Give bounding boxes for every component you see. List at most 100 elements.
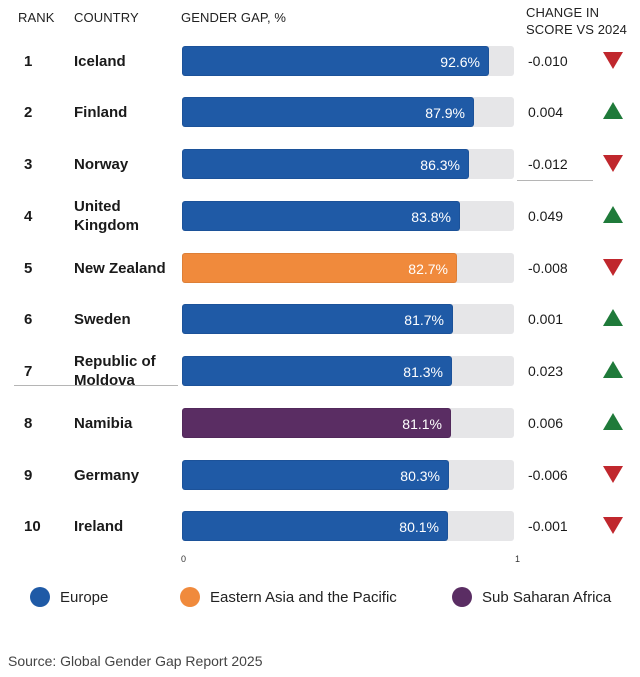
change-value: -0.008 xyxy=(528,260,568,276)
legend-swatch-sub-saharan-africa xyxy=(452,587,472,607)
bar: 83.8% xyxy=(182,201,460,231)
bar-track: 87.9% xyxy=(182,97,514,127)
header-change-line2: SCORE VS 2024 xyxy=(526,22,628,37)
table-row: 6 Sweden 81.7% 0.001 xyxy=(0,293,640,345)
table-row: 1 Iceland 92.6% -0.010 xyxy=(0,35,640,87)
header-rank: RANK xyxy=(18,10,55,25)
country-label: Finland xyxy=(74,103,128,121)
change-value: 0.049 xyxy=(528,208,564,224)
legend-label-sub-saharan-africa: Sub Saharan Africa xyxy=(482,588,612,606)
bar-value-label: 81.1% xyxy=(402,416,442,432)
source-text: Global Gender Gap Report 2025 xyxy=(56,653,263,669)
bar-value-label: 80.3% xyxy=(400,468,440,484)
change-value: 0.006 xyxy=(528,415,564,431)
country-label: Iceland xyxy=(74,52,126,70)
triangle-down-icon xyxy=(603,466,623,483)
bar-value-label: 82.7% xyxy=(408,261,448,277)
table-row: 2 Finland 87.9% 0.004 xyxy=(0,86,640,138)
x-tick-1: 1 xyxy=(515,554,521,564)
bar-track: 80.3% xyxy=(182,460,514,490)
bar-value-label: 86.3% xyxy=(420,157,460,173)
change-value: -0.012 xyxy=(528,156,568,172)
legend-eastern-asia: Eastern Asia and the Pacific xyxy=(180,587,397,607)
country-label: Republic of Moldova xyxy=(74,353,156,389)
bar-value-label: 87.9% xyxy=(425,105,465,121)
country-label: Germany xyxy=(74,466,140,484)
bar-track: 80.1% xyxy=(182,511,514,541)
bar: 87.9% xyxy=(182,97,474,127)
bar: 92.6% xyxy=(182,46,489,76)
bar: 80.1% xyxy=(182,511,448,541)
change-value: -0.001 xyxy=(528,518,568,534)
rank-label: 10 xyxy=(24,517,41,535)
triangle-down-icon xyxy=(603,155,623,172)
table-row: 10 Ireland 80.1% -0.001 xyxy=(0,500,640,552)
rank-label: 7 xyxy=(24,362,33,380)
rank-label: 2 xyxy=(24,103,33,121)
legend-swatch-europe xyxy=(30,587,50,607)
triangle-up-icon xyxy=(603,361,623,378)
bar-value-label: 92.6% xyxy=(440,54,480,70)
country-label: New Zealand xyxy=(74,259,166,277)
change-value: 0.004 xyxy=(528,104,564,120)
rank-label: 6 xyxy=(24,310,33,328)
legend-label-eastern-asia: Eastern Asia and the Pacific xyxy=(210,588,397,606)
legend-label-europe: Europe xyxy=(60,588,109,606)
header-country: COUNTRY xyxy=(74,10,139,25)
rank-label: 5 xyxy=(24,259,33,277)
bar: 80.3% xyxy=(182,460,449,490)
rank-label: 8 xyxy=(24,414,33,432)
change-value: -0.006 xyxy=(528,467,568,483)
legend-swatch-eastern-asia xyxy=(180,587,200,607)
bar-track: 81.1% xyxy=(182,408,514,438)
table-row: 4 United Kingdom 83.8% 0.049 xyxy=(0,190,640,242)
change-value: 0.023 xyxy=(528,363,564,379)
bar-track: 81.7% xyxy=(182,304,514,334)
country-label: Namibia xyxy=(74,414,133,432)
bar-track: 92.6% xyxy=(182,46,514,76)
source-label: Source: xyxy=(8,653,57,669)
table-row: 5 New Zealand 82.7% -0.008 xyxy=(0,242,640,294)
x-tick-0: 0 xyxy=(181,554,187,564)
table-row: 8 Namibia 81.1% 0.006 xyxy=(0,397,640,449)
header-gender-gap: GENDER GAP, % xyxy=(181,10,287,25)
rank-label: 4 xyxy=(24,207,33,225)
row-divider xyxy=(517,180,593,181)
triangle-up-icon xyxy=(603,102,623,119)
bar-track: 83.8% xyxy=(182,201,514,231)
legend-sub-saharan-africa: Sub Saharan Africa xyxy=(452,587,611,607)
bar-value-label: 81.7% xyxy=(404,312,444,328)
change-value: 0.001 xyxy=(528,311,564,327)
country-label: United Kingdom xyxy=(74,198,139,234)
change-value: -0.010 xyxy=(528,53,568,69)
triangle-down-icon xyxy=(603,517,623,534)
row-divider xyxy=(14,385,178,386)
triangle-up-icon xyxy=(603,413,623,430)
bar: 81.1% xyxy=(182,408,451,438)
rank-label: 9 xyxy=(24,466,33,484)
triangle-down-icon xyxy=(603,52,623,69)
legend-europe: Europe xyxy=(30,587,108,607)
country-label: Norway xyxy=(74,155,129,173)
rank-label: 3 xyxy=(24,155,33,173)
bar: 82.7% xyxy=(182,253,457,283)
bar: 81.3% xyxy=(182,356,452,386)
bar: 81.7% xyxy=(182,304,453,334)
triangle-up-icon xyxy=(603,206,623,223)
rank-label: 1 xyxy=(24,52,33,70)
table-row: 9 Germany 80.3% -0.006 xyxy=(0,449,640,501)
header-change-line1: CHANGE IN xyxy=(526,5,600,20)
source-note: Source: Global Gender Gap Report 2025 xyxy=(8,653,263,669)
header-change: CHANGE IN SCORE VS 2024 xyxy=(526,4,640,38)
bar-track: 82.7% xyxy=(182,253,514,283)
country-label: Sweden xyxy=(74,310,131,328)
bar: 86.3% xyxy=(182,149,469,179)
country-label: Ireland xyxy=(74,517,124,535)
triangle-up-icon xyxy=(603,309,623,326)
bar-track: 81.3% xyxy=(182,356,514,386)
bar-value-label: 81.3% xyxy=(403,364,443,380)
table-row: 7 Republic of Moldova 81.3% 0.023 xyxy=(0,345,640,397)
triangle-down-icon xyxy=(603,259,623,276)
bar-value-label: 80.1% xyxy=(399,519,439,535)
bar-value-label: 83.8% xyxy=(411,209,451,225)
